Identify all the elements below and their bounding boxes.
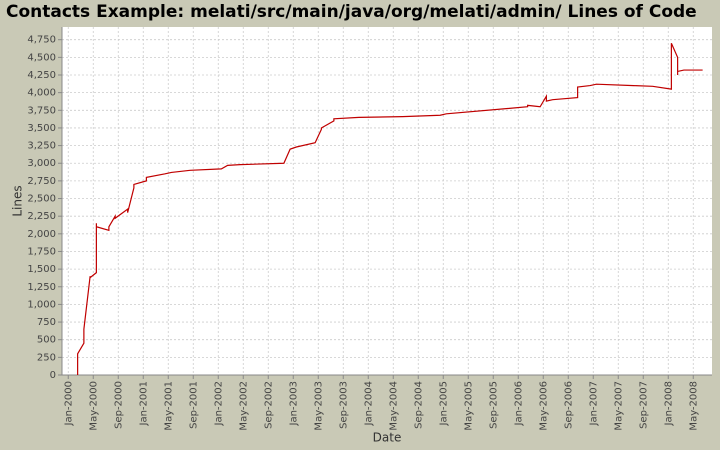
- y-tick-label: 250: [37, 352, 56, 363]
- x-tick-label: Sep-2001: [188, 381, 199, 429]
- x-tick-label: May-2001: [163, 381, 174, 431]
- x-tick-label: May-2007: [613, 381, 624, 431]
- y-tick-label: 4,500: [27, 52, 56, 63]
- plot-area: [62, 27, 712, 375]
- y-tick-label: 4,250: [27, 70, 56, 81]
- x-tick-label: Sep-2004: [413, 381, 424, 429]
- x-tick-label: Sep-2003: [338, 381, 349, 429]
- y-tick-label: 3,250: [27, 141, 56, 152]
- x-tick-label: Jan-2006: [513, 381, 524, 426]
- y-tick-label: 4,750: [27, 35, 56, 46]
- data-line: [77, 42, 703, 375]
- y-tick-label: 4,000: [27, 88, 56, 99]
- y-tick-label: 1,000: [27, 299, 56, 310]
- x-tick-label: May-2008: [688, 381, 699, 431]
- x-tick-label: May-2003: [313, 381, 324, 431]
- y-tick-label: 2,000: [27, 229, 56, 240]
- x-tick-label: May-2006: [538, 381, 549, 431]
- y-tick-label: 750: [37, 317, 56, 328]
- x-tick-label: Jan-2002: [213, 381, 224, 426]
- x-tick-label: May-2002: [238, 381, 249, 431]
- y-tick-label: 3,000: [27, 158, 56, 169]
- x-tick-label: Jan-2005: [438, 381, 449, 426]
- y-tick-label: 1,250: [27, 282, 56, 293]
- y-tick-label: 2,500: [27, 194, 56, 205]
- y-tick-label: 1,500: [27, 264, 56, 275]
- x-tick-label: Sep-2006: [563, 381, 574, 429]
- y-tick-label: 3,500: [27, 123, 56, 134]
- x-tick-label: Jan-2000: [63, 381, 74, 426]
- y-tick-label: 500: [37, 335, 56, 346]
- x-tick-label: May-2004: [388, 381, 399, 431]
- y-tick-label: 2,750: [27, 176, 56, 187]
- y-axis-title: Lines: [11, 185, 25, 216]
- y-tick-label: 2,250: [27, 211, 56, 222]
- y-tick-label: 0: [50, 370, 56, 381]
- x-tick-label: Sep-2007: [638, 381, 649, 429]
- x-tick-label: May-2005: [463, 381, 474, 431]
- x-tick-label: Sep-2005: [488, 381, 499, 429]
- x-tick-label: Sep-2002: [263, 381, 274, 429]
- x-axis-title: Date: [373, 431, 402, 445]
- x-tick-label: May-2000: [88, 381, 99, 431]
- y-tick-label: 3,750: [27, 105, 56, 116]
- x-tick-label: Jan-2007: [588, 381, 599, 426]
- x-tick-label: Sep-2000: [113, 381, 124, 429]
- x-tick-label: Jan-2003: [288, 381, 299, 426]
- y-tick-label: 1,750: [27, 246, 56, 257]
- x-tick-label: Jan-2001: [138, 381, 149, 426]
- x-tick-label: Jan-2004: [363, 381, 374, 426]
- chart-title: Contacts Example: melati/src/main/java/o…: [6, 2, 697, 22]
- x-tick-label: Jan-2008: [663, 381, 674, 426]
